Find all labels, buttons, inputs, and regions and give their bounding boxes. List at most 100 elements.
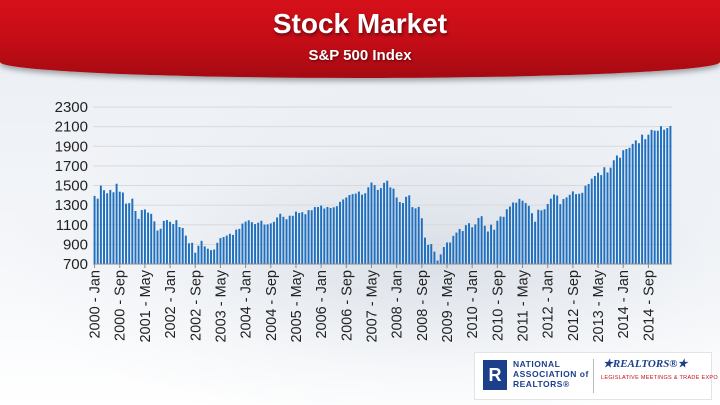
bar (128, 203, 131, 264)
bar (272, 221, 275, 264)
bar (379, 188, 382, 264)
bar (398, 202, 401, 264)
bar (650, 129, 653, 264)
bar (499, 216, 502, 264)
y-tick-label: 2300 (55, 99, 88, 116)
bar (524, 203, 527, 264)
bar (556, 195, 559, 264)
bar (383, 182, 386, 264)
bar (244, 221, 247, 264)
bar (508, 206, 511, 264)
nar-line: REALTORS® (513, 379, 570, 389)
bar (483, 225, 486, 264)
y-tick-label: 1500 (55, 178, 88, 195)
bar (590, 178, 593, 264)
bar (137, 218, 140, 264)
bar (112, 192, 115, 264)
bar (537, 209, 540, 264)
x-tick-label: 2014 - Jan (616, 270, 632, 339)
bar (584, 185, 587, 264)
x-tick-label: 2008 - Sep (415, 270, 431, 341)
bar (320, 205, 323, 264)
bar (515, 202, 518, 264)
bar (147, 212, 150, 264)
bar (172, 224, 175, 264)
bar (335, 206, 338, 264)
bar (342, 199, 345, 264)
bar (663, 129, 666, 264)
bar (213, 249, 216, 264)
bar (666, 128, 669, 264)
bar (477, 217, 480, 264)
bar (543, 209, 546, 264)
sponsor-logos: R NATIONAL ASSOCIATION of REALTORS® ★REA… (474, 352, 718, 400)
bar (225, 235, 228, 264)
bar (634, 140, 637, 264)
bar (521, 200, 524, 264)
bar (575, 194, 577, 264)
bar (96, 198, 99, 264)
bar (103, 190, 105, 264)
bar (169, 221, 172, 264)
bar (392, 188, 395, 264)
bar (455, 232, 458, 264)
x-axis-ticks: 2000 - Jan 2000 - Sep 2001 - May 2002 - Jan… (88, 264, 657, 343)
bar (232, 234, 234, 264)
bar (257, 222, 260, 264)
bar (518, 198, 521, 264)
bar (367, 187, 370, 264)
bar (298, 212, 301, 264)
bar (165, 220, 168, 264)
bar (194, 252, 197, 264)
bar (162, 220, 165, 264)
bar (656, 130, 659, 264)
bar (625, 149, 628, 264)
bar (203, 246, 206, 264)
bar (188, 243, 190, 264)
bar (357, 191, 360, 264)
bar (612, 160, 615, 264)
bar (468, 223, 471, 264)
bar (571, 191, 574, 264)
bar (480, 216, 483, 264)
bar (376, 189, 379, 264)
bar (622, 150, 625, 264)
bar (294, 211, 297, 264)
bar (332, 207, 335, 264)
bar (395, 197, 398, 264)
bar (200, 240, 203, 264)
bar (191, 242, 194, 264)
bar (641, 134, 644, 264)
bar (156, 230, 159, 264)
bar (553, 194, 555, 264)
x-tick-label: 2000 - Sep (113, 270, 129, 341)
bar (452, 235, 455, 264)
bar (559, 204, 562, 264)
bar (461, 231, 464, 264)
bar (386, 180, 389, 264)
bar (631, 143, 634, 264)
bar (446, 242, 448, 264)
bar (436, 260, 439, 264)
bar (175, 220, 178, 264)
bar (568, 194, 571, 264)
bar (493, 229, 496, 264)
bar (228, 233, 231, 264)
bar (254, 224, 257, 264)
bar (660, 126, 662, 264)
bar (414, 208, 417, 264)
bar (505, 209, 508, 264)
x-tick-label: 2013 - May (591, 269, 607, 342)
bar (565, 197, 568, 264)
y-tick-label: 1100 (56, 217, 88, 234)
bar (512, 202, 515, 264)
bar (345, 197, 348, 264)
page-title: Stock Market (272, 8, 448, 39)
bar (364, 193, 367, 264)
bar (323, 208, 326, 264)
bar (247, 220, 250, 264)
bar (121, 192, 124, 264)
y-axis-ticks: 700 900 1100 1300 1500 1700 1900 2100 2300 (55, 99, 88, 273)
meetings-logo-text: LEGISLATIVE MEETINGS & TRADE EXPO (601, 375, 718, 381)
bar (238, 228, 241, 264)
